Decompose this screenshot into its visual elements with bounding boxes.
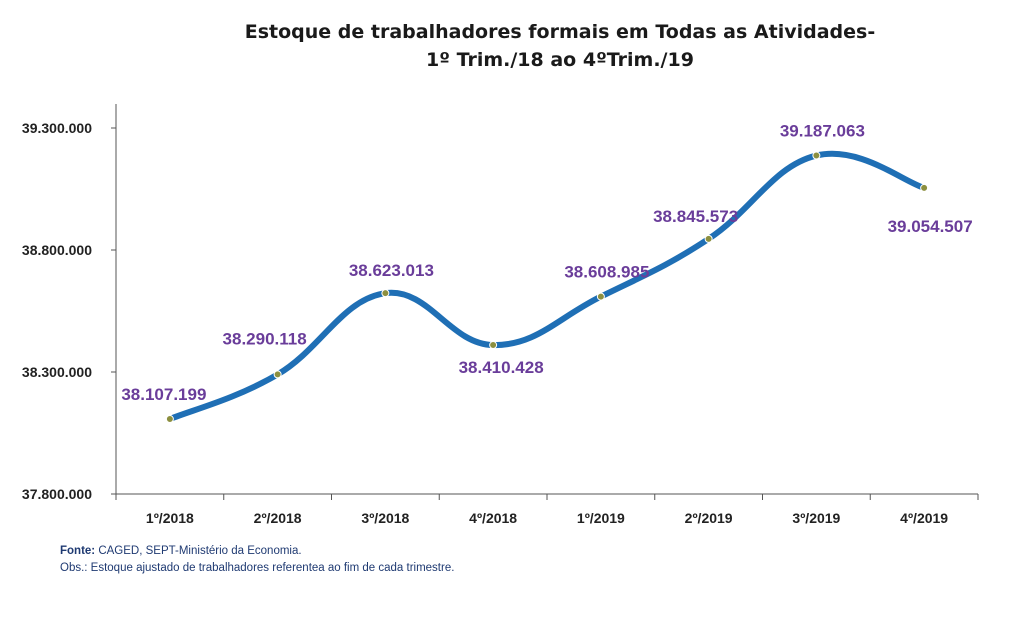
x-tick-label: 2º/2018 bbox=[254, 510, 302, 526]
source-text: CAGED, SEPT-Ministério da Economia. bbox=[95, 545, 302, 557]
data-point bbox=[273, 370, 282, 379]
data-point bbox=[920, 183, 929, 192]
data-point bbox=[489, 341, 498, 350]
obs-note: Obs.: Estoque ajustado de trabalhadores … bbox=[60, 562, 455, 574]
x-tick-label: 1º/2019 bbox=[577, 510, 625, 526]
data-point bbox=[165, 415, 174, 424]
y-tick-label: 39.300.000 bbox=[22, 120, 92, 136]
footnote: Fonte: CAGED, SEPT-Ministério da Economi… bbox=[60, 543, 454, 577]
y-tick-label: 38.300.000 bbox=[22, 364, 92, 380]
source-label: Fonte: bbox=[60, 545, 96, 557]
x-tick-label: 3º/2019 bbox=[792, 510, 840, 526]
y-tick-label: 37.800.000 bbox=[22, 486, 92, 502]
x-tick-label: 3º/2018 bbox=[361, 510, 409, 526]
chart-title: Estoque de trabalhadores formais em Toda… bbox=[0, 18, 1024, 74]
source-note: Fonte: CAGED, SEPT-Ministério da Economi… bbox=[60, 543, 454, 560]
data-point bbox=[704, 234, 713, 243]
data-label: 38.623.013 bbox=[349, 261, 434, 280]
x-tick-label: 2º/2019 bbox=[685, 510, 733, 526]
data-label: 39.054.507 bbox=[888, 217, 973, 236]
data-label: 38.107.199 bbox=[121, 385, 206, 404]
data-point bbox=[381, 289, 390, 298]
chart-title-line1: Estoque de trabalhadores formais em Toda… bbox=[244, 21, 876, 43]
series-line bbox=[166, 150, 928, 423]
data-label: 38.845.573 bbox=[653, 207, 738, 226]
data-label: 38.290.118 bbox=[223, 329, 307, 348]
x-tick-label: 4º/2018 bbox=[469, 510, 517, 526]
chart-title-line2: 1º Trim./18 ao 4ºTrim./19 bbox=[426, 49, 694, 71]
data-point bbox=[812, 151, 821, 160]
x-tick-label: 4º/2019 bbox=[900, 510, 948, 526]
data-label: 38.410.428 bbox=[459, 358, 544, 377]
data-label: 38.608.985 bbox=[564, 263, 649, 282]
x-tick-label: 1º/2018 bbox=[146, 510, 194, 526]
y-tick-label: 38.800.000 bbox=[22, 242, 92, 258]
data-point bbox=[596, 292, 605, 301]
data-label: 39.187.063 bbox=[780, 122, 865, 141]
